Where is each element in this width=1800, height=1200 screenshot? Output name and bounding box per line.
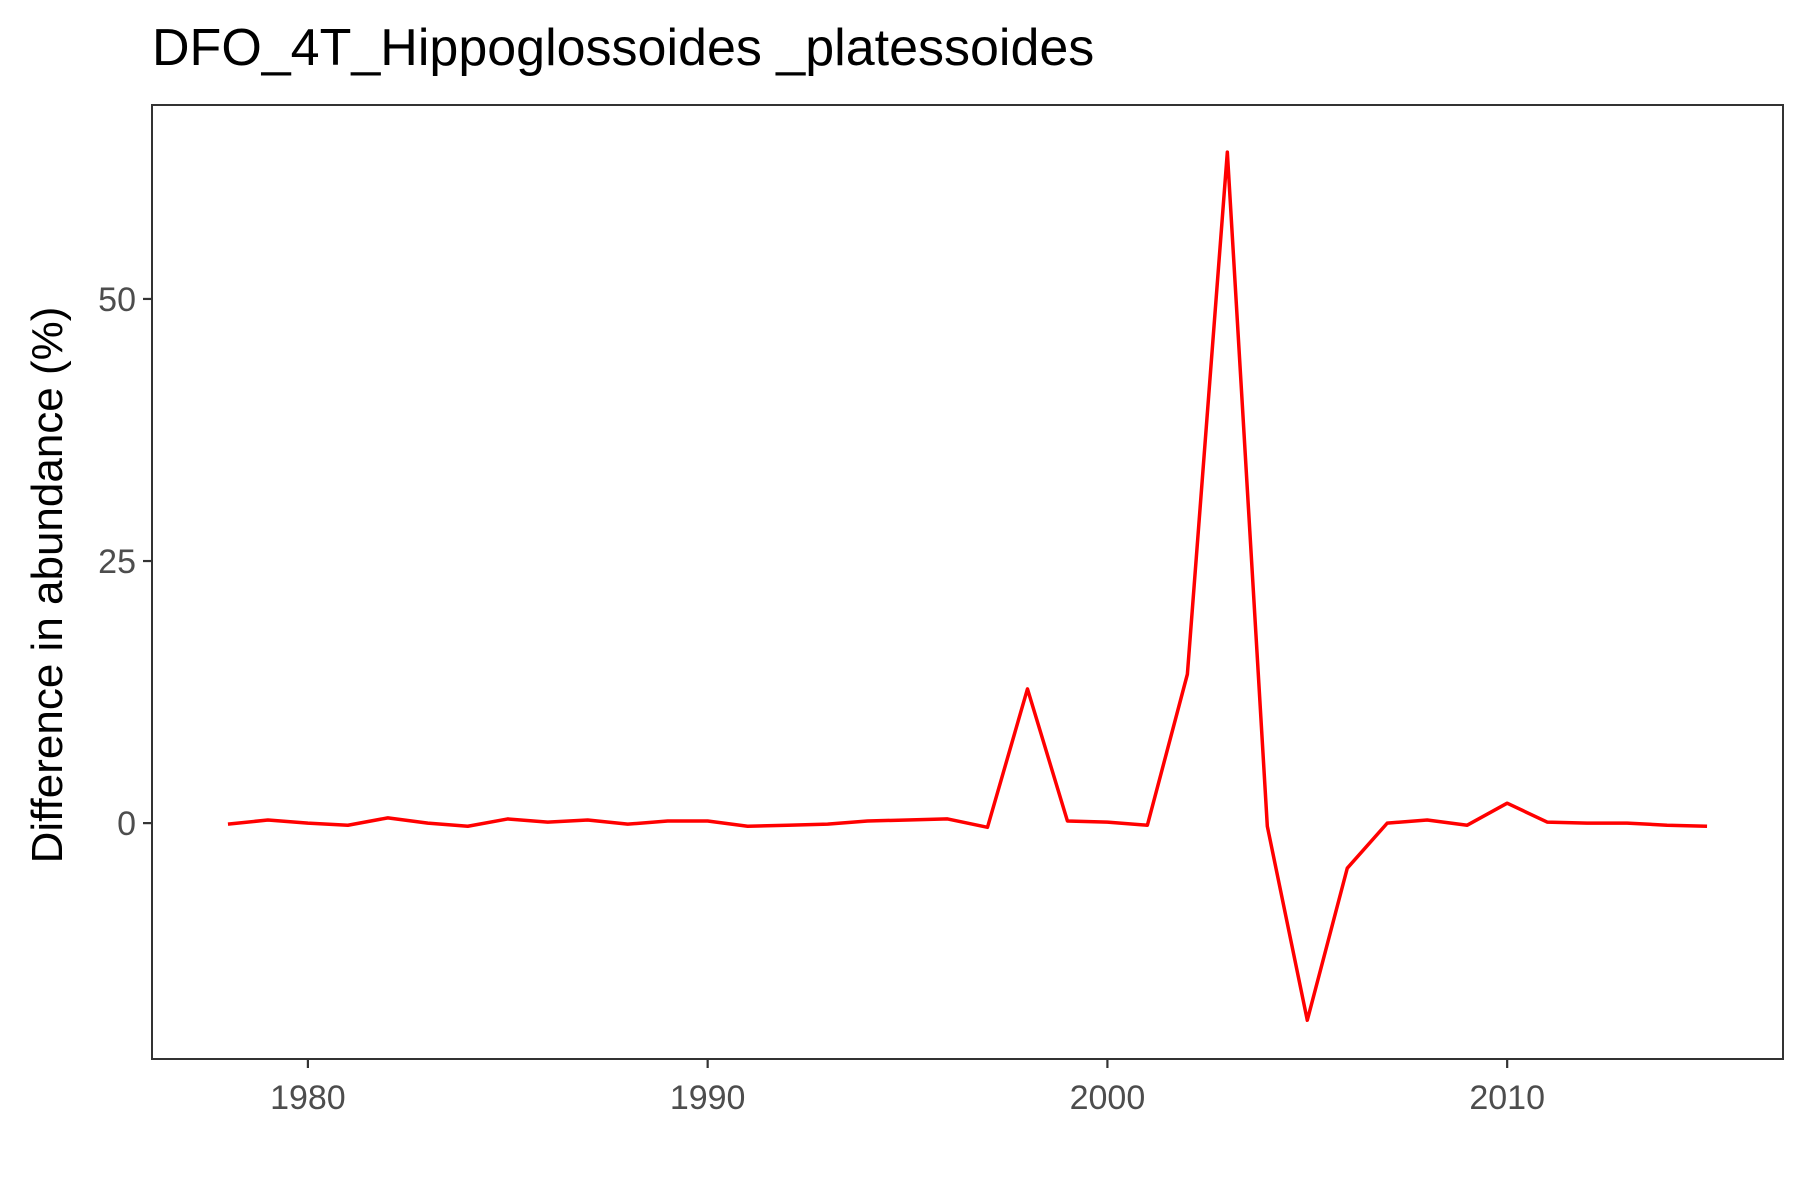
- plot-panel-border: [151, 104, 1784, 1060]
- x-tick-label: 2010: [1469, 1079, 1545, 1117]
- series-line: [227, 150, 1708, 1022]
- y-tick-label: 0: [117, 805, 136, 843]
- y-axis-label: Difference in abundance (%): [23, 307, 72, 864]
- y-axis: 0 25 50: [98, 281, 152, 843]
- x-axis: 1980 1990 2000 2010: [270, 1059, 1545, 1117]
- series-layer: [227, 150, 1708, 1022]
- chart-title: DFO_4T_Hippoglossoides _platessoides: [152, 19, 1094, 77]
- y-tick-label: 50: [98, 281, 136, 319]
- x-tick-label: 1990: [670, 1079, 746, 1117]
- x-tick-label: 2000: [1070, 1079, 1146, 1117]
- y-tick-label: 25: [98, 543, 136, 581]
- x-tick-label: 1980: [270, 1079, 346, 1117]
